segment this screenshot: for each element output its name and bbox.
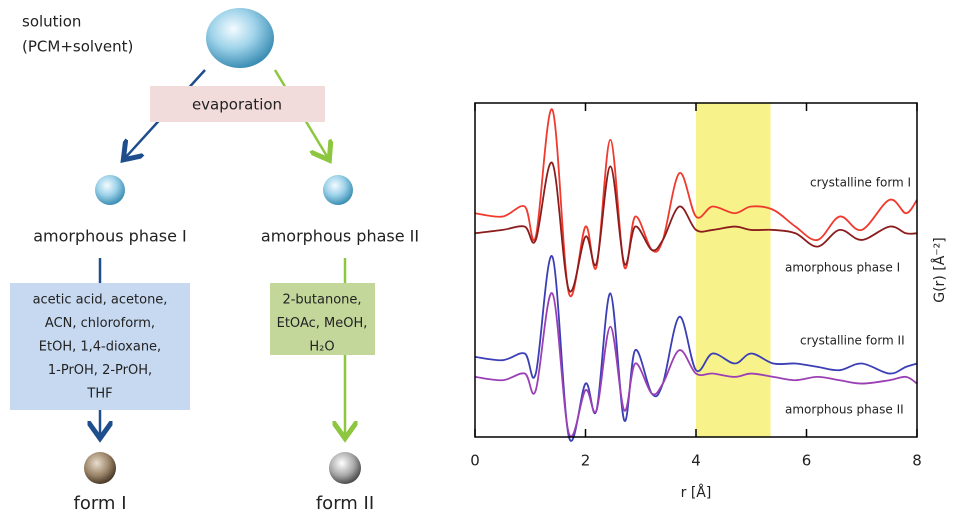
solvent-list: 2-butanone, EtOAc, MeOH, H₂O [277, 293, 368, 355]
solvent-line: EtOAc, MeOH, [277, 316, 368, 331]
form-label: form I [74, 493, 127, 514]
x-tick-label: 0 [470, 452, 480, 470]
phase-label: amorphous phase II [261, 227, 419, 246]
form-sphere [329, 452, 361, 484]
series-label: crystalline form I [810, 176, 911, 190]
x-tick-label: 6 [802, 452, 812, 470]
source-label: (PCM+solvent) [22, 38, 133, 56]
x-tick-label: 8 [912, 452, 922, 470]
series-label: amorphous phase II [785, 403, 904, 417]
solvent-box [10, 283, 190, 410]
solvent-line: THF [86, 387, 112, 402]
phase-label: amorphous phase I [33, 227, 187, 246]
solution-sphere [206, 8, 274, 68]
data-line [474, 108, 918, 298]
solvent-line: 2-butanone, [282, 293, 361, 308]
x-tick-label: 2 [581, 452, 591, 470]
form-label: form II [316, 493, 374, 514]
phase-sphere [95, 175, 125, 205]
solvent-line: 1-PrOH, 2-PrOH, [48, 363, 152, 378]
form-sphere [84, 452, 116, 484]
solvent-box [270, 283, 375, 355]
process-diagram: solution (PCM+solvent) evaporation amorp… [10, 8, 419, 514]
data-line [474, 162, 918, 293]
solvent-line: ACN, chloroform, [45, 316, 155, 331]
source-label: solution [22, 13, 81, 31]
data-line [474, 292, 918, 438]
series-label: amorphous phase I [785, 261, 900, 275]
y-axis-label: G(r) [Å⁻²] [931, 237, 948, 302]
x-tick-label: 4 [691, 452, 701, 470]
process-box [150, 86, 325, 122]
process-label: evaporation [192, 96, 282, 114]
chart: r [Å] G(r) [Å⁻²] crystalline form I amorp… [470, 102, 948, 501]
series-label: crystalline form II [800, 334, 905, 348]
data-line [474, 255, 918, 442]
x-axis-label: r [Å] [681, 484, 712, 501]
highlight-band [696, 103, 771, 437]
solvent-line: EtOH, 1,4-dioxane, [39, 340, 161, 355]
solvent-line: H₂O [309, 340, 334, 355]
phase-sphere [323, 175, 353, 205]
solvent-list: acetic acid, acetone, ACN, chloroform, EtO… [33, 293, 168, 402]
solvent-line: acetic acid, acetone, [33, 293, 168, 308]
